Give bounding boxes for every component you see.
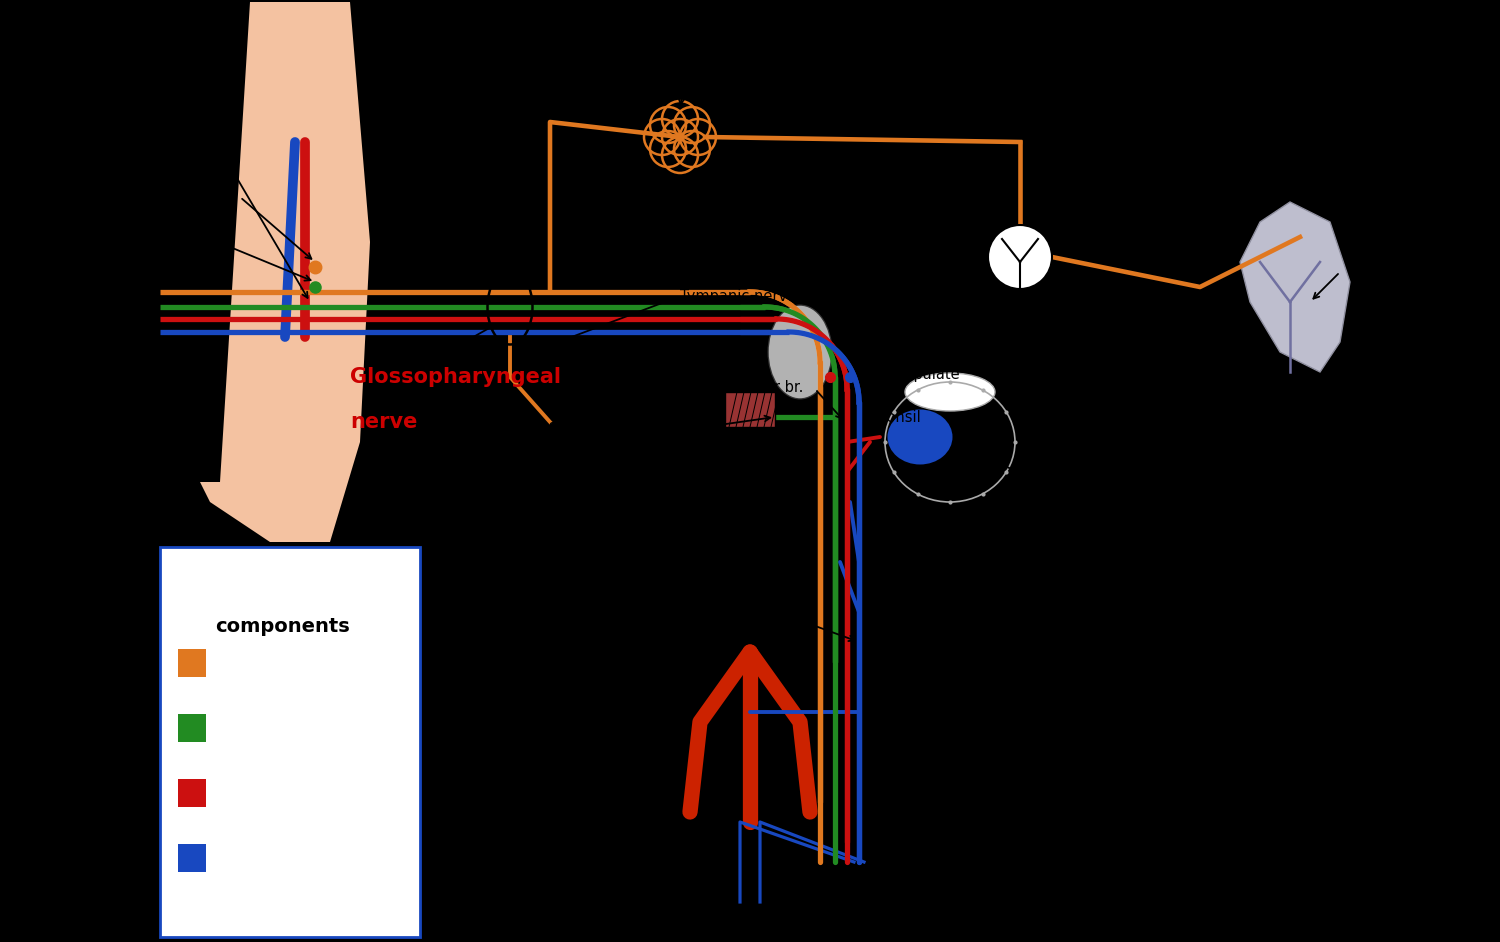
Text: us: us	[190, 239, 207, 254]
Text: p: p	[1354, 295, 1365, 310]
Bar	[0, 862, 420, 942]
Bar	[600, 862, 850, 942]
Text: Carotid sinus
and carotid
body: Carotid sinus and carotid body	[550, 722, 646, 771]
Circle shape	[988, 225, 1052, 289]
Text: Tonsillar br.: Tonsillar br.	[720, 380, 804, 395]
Bar	[178, 779, 206, 807]
Bar	[0, 0, 160, 942]
Text: Carotid nerve: Carotid nerve	[500, 549, 600, 564]
Ellipse shape	[768, 304, 832, 399]
Text: Otic ganglion: Otic ganglion	[1070, 200, 1167, 215]
Polygon shape	[200, 2, 370, 542]
Bar	[178, 714, 206, 742]
Bar	[724, 392, 776, 427]
Text: Tympanic nerve: Tympanic nerve	[680, 289, 796, 304]
Bar	[178, 844, 206, 872]
Text: Glossopharyngeal: Glossopharyngeal	[350, 367, 561, 387]
Bar	[160, 547, 420, 937]
Text: components: components	[214, 617, 350, 636]
Text: s: s	[1354, 245, 1362, 259]
Text: Stylopharyngeus M.: Stylopharyngeus M.	[460, 419, 606, 434]
Polygon shape	[1240, 202, 1350, 372]
Text: Pharyngeal br.: Pharyngeal br.	[700, 614, 806, 629]
Text: Tonsil: Tonsil	[880, 410, 921, 425]
Text: Lingual br.: Lingual br.	[700, 575, 777, 590]
Ellipse shape	[904, 373, 995, 411]
Bar	[1350, 0, 1500, 942]
Ellipse shape	[888, 410, 952, 464]
Text: from posterior 1/3ʳᵈ o: from posterior 1/3ʳᵈ o	[1030, 497, 1185, 512]
Text: nerve: nerve	[350, 412, 417, 432]
Text: Lesser petrosal N: Lesser petrosal N	[840, 42, 968, 57]
Bar	[178, 649, 206, 677]
Text: Tympanic plexus: Tympanic plexus	[634, 57, 758, 72]
Text: including circumvallat: including circumvallat	[1030, 532, 1191, 547]
Text: Soft palate: Soft palate	[880, 366, 960, 382]
Text: Taste and general sens: Taste and general sens	[1030, 462, 1200, 477]
Text: rius: rius	[210, 185, 237, 200]
